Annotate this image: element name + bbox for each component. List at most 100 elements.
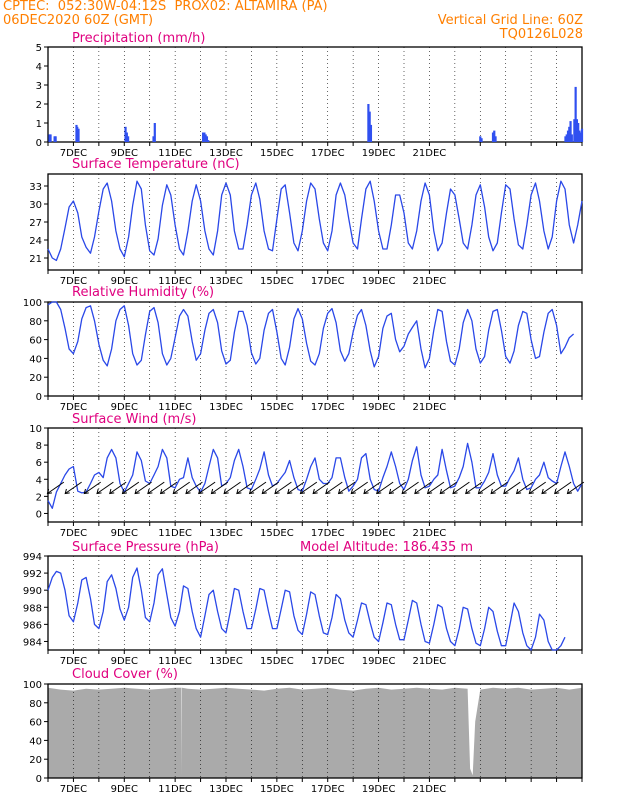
y-tick-label: 3 <box>36 81 42 92</box>
series-line <box>47 442 583 509</box>
y-tick-label: 60 <box>29 336 42 347</box>
y-tick-label: 992 <box>23 569 42 580</box>
precip-bar <box>578 130 581 142</box>
y-tick-label: 40 <box>29 354 42 365</box>
wind-arrow <box>541 481 559 494</box>
x-tick-label: 21DEC <box>413 784 447 795</box>
wind-arrowhead <box>376 488 382 495</box>
panel-title: Surface Pressure (hPa) <box>72 540 219 555</box>
x-tick-label: 11DEC <box>158 276 192 287</box>
precip-bar <box>565 134 568 142</box>
x-tick-label: 15DEC <box>260 656 294 667</box>
wind-arrowhead <box>261 488 267 495</box>
y-tick-label: 4 <box>36 475 42 486</box>
wind-arrowhead <box>503 488 509 495</box>
precip-bar <box>152 136 155 142</box>
wind-arrow <box>503 481 521 494</box>
x-tick-label: 7DEC <box>60 276 87 287</box>
wind-arrowhead <box>96 488 102 495</box>
wind-arrow <box>490 481 508 494</box>
y-tick-label: 0 <box>36 509 42 520</box>
y-tick-label: 0 <box>36 392 42 403</box>
x-tick-label: 13DEC <box>209 656 243 667</box>
precip-bar <box>368 111 371 142</box>
x-tick-label: 11DEC <box>158 784 192 795</box>
y-tick-label: 986 <box>23 620 42 631</box>
precip-bar <box>579 132 582 142</box>
wind-arrowhead <box>83 488 89 495</box>
precip-bar <box>491 132 495 142</box>
wind-arrowhead <box>134 488 140 495</box>
wind-arrow <box>160 481 178 494</box>
wind-arrowhead <box>299 488 306 495</box>
wind-arrowhead <box>528 488 534 495</box>
wind-arrow <box>96 481 114 494</box>
x-tick-label: 11DEC <box>158 402 192 413</box>
y-tick-label: 24 <box>29 236 42 247</box>
panel-frame <box>47 427 583 523</box>
wind-arrow <box>47 481 65 494</box>
wind-arrowhead <box>46 488 52 495</box>
wind-arrow <box>211 481 229 494</box>
x-tick-label: 17DEC <box>311 276 345 287</box>
wind-arrow <box>223 481 241 494</box>
wind-arrowhead <box>477 488 484 495</box>
precip-bar <box>480 138 483 142</box>
x-tick-label: 13DEC <box>209 528 243 539</box>
precip-bar <box>125 132 128 142</box>
x-tick-label: 21DEC <box>413 656 447 667</box>
y-tick-label: 990 <box>23 586 42 597</box>
x-tick-label: 17DEC <box>311 402 345 413</box>
panel-1: 7DEC 9DEC 11DEC 13DEC 15DEC 17DEC 19DEC 21DEC 0 1… <box>36 31 584 159</box>
wind-arrow <box>147 481 165 494</box>
precip-bar <box>204 134 207 142</box>
x-tick-label: 7DEC <box>60 784 87 795</box>
y-tick-label: 1 <box>36 119 42 130</box>
panel-title: Relative Humidity (%) <box>72 285 214 300</box>
wind-arrowhead <box>121 488 128 495</box>
panel-5: 7DEC 9DEC 11DEC 13DEC 15DEC 17DEC 19DEC 21DEC 98… <box>23 540 583 667</box>
panel-title: Surface Wind (m/s) <box>72 412 196 427</box>
precip-bar <box>493 130 496 142</box>
y-tick-label: 8 <box>36 441 42 452</box>
series-line <box>47 567 566 651</box>
wind-arrowhead <box>172 488 178 495</box>
precip-bar <box>205 136 209 142</box>
precip-bar <box>49 134 52 142</box>
x-tick-label: 17DEC <box>311 528 345 539</box>
wind-arrow <box>274 481 292 494</box>
wind-arrowhead <box>388 488 395 495</box>
panel-title: Cloud Cover (%) <box>72 667 178 682</box>
wind-arrow <box>440 481 457 494</box>
wind-arrow <box>325 481 343 494</box>
wind-arrow <box>389 481 407 494</box>
precip-bar <box>573 119 576 142</box>
x-tick-label: 9DEC <box>111 528 138 539</box>
precip-bar <box>569 121 572 142</box>
x-tick-label: 9DEC <box>111 402 138 413</box>
wind-arrow <box>427 481 445 494</box>
x-tick-label: 15DEC <box>260 276 294 287</box>
panel-title: Surface Temperature (nC) <box>72 157 240 172</box>
x-tick-label: 17DEC <box>311 656 345 667</box>
precip-bar <box>568 126 571 142</box>
precip-bar <box>369 124 373 142</box>
wind-arrow <box>262 481 279 494</box>
x-tick-label: 13DEC <box>209 276 243 287</box>
x-tick-label: 21DEC <box>413 528 447 539</box>
wind-arrowhead <box>554 488 560 495</box>
wind-arrowhead <box>312 488 318 495</box>
precip-bar <box>124 126 127 142</box>
wind-arrow <box>185 481 203 494</box>
panel-2: 7DEC 9DEC 11DEC 13DEC 15DEC 17DEC 19DEC 21DEC 21… <box>29 157 583 287</box>
x-tick-label: 15DEC <box>260 784 294 795</box>
y-tick-label: 80 <box>29 317 42 328</box>
precip-bar <box>494 136 497 142</box>
wind-arrow <box>452 481 470 494</box>
x-tick-label: 7DEC <box>60 656 87 667</box>
x-tick-label: 9DEC <box>111 276 138 287</box>
x-tick-label: 15DEC <box>260 148 294 159</box>
panel-title: Precipitation (mm/h) <box>72 31 205 46</box>
wind-arrowhead <box>198 488 204 495</box>
